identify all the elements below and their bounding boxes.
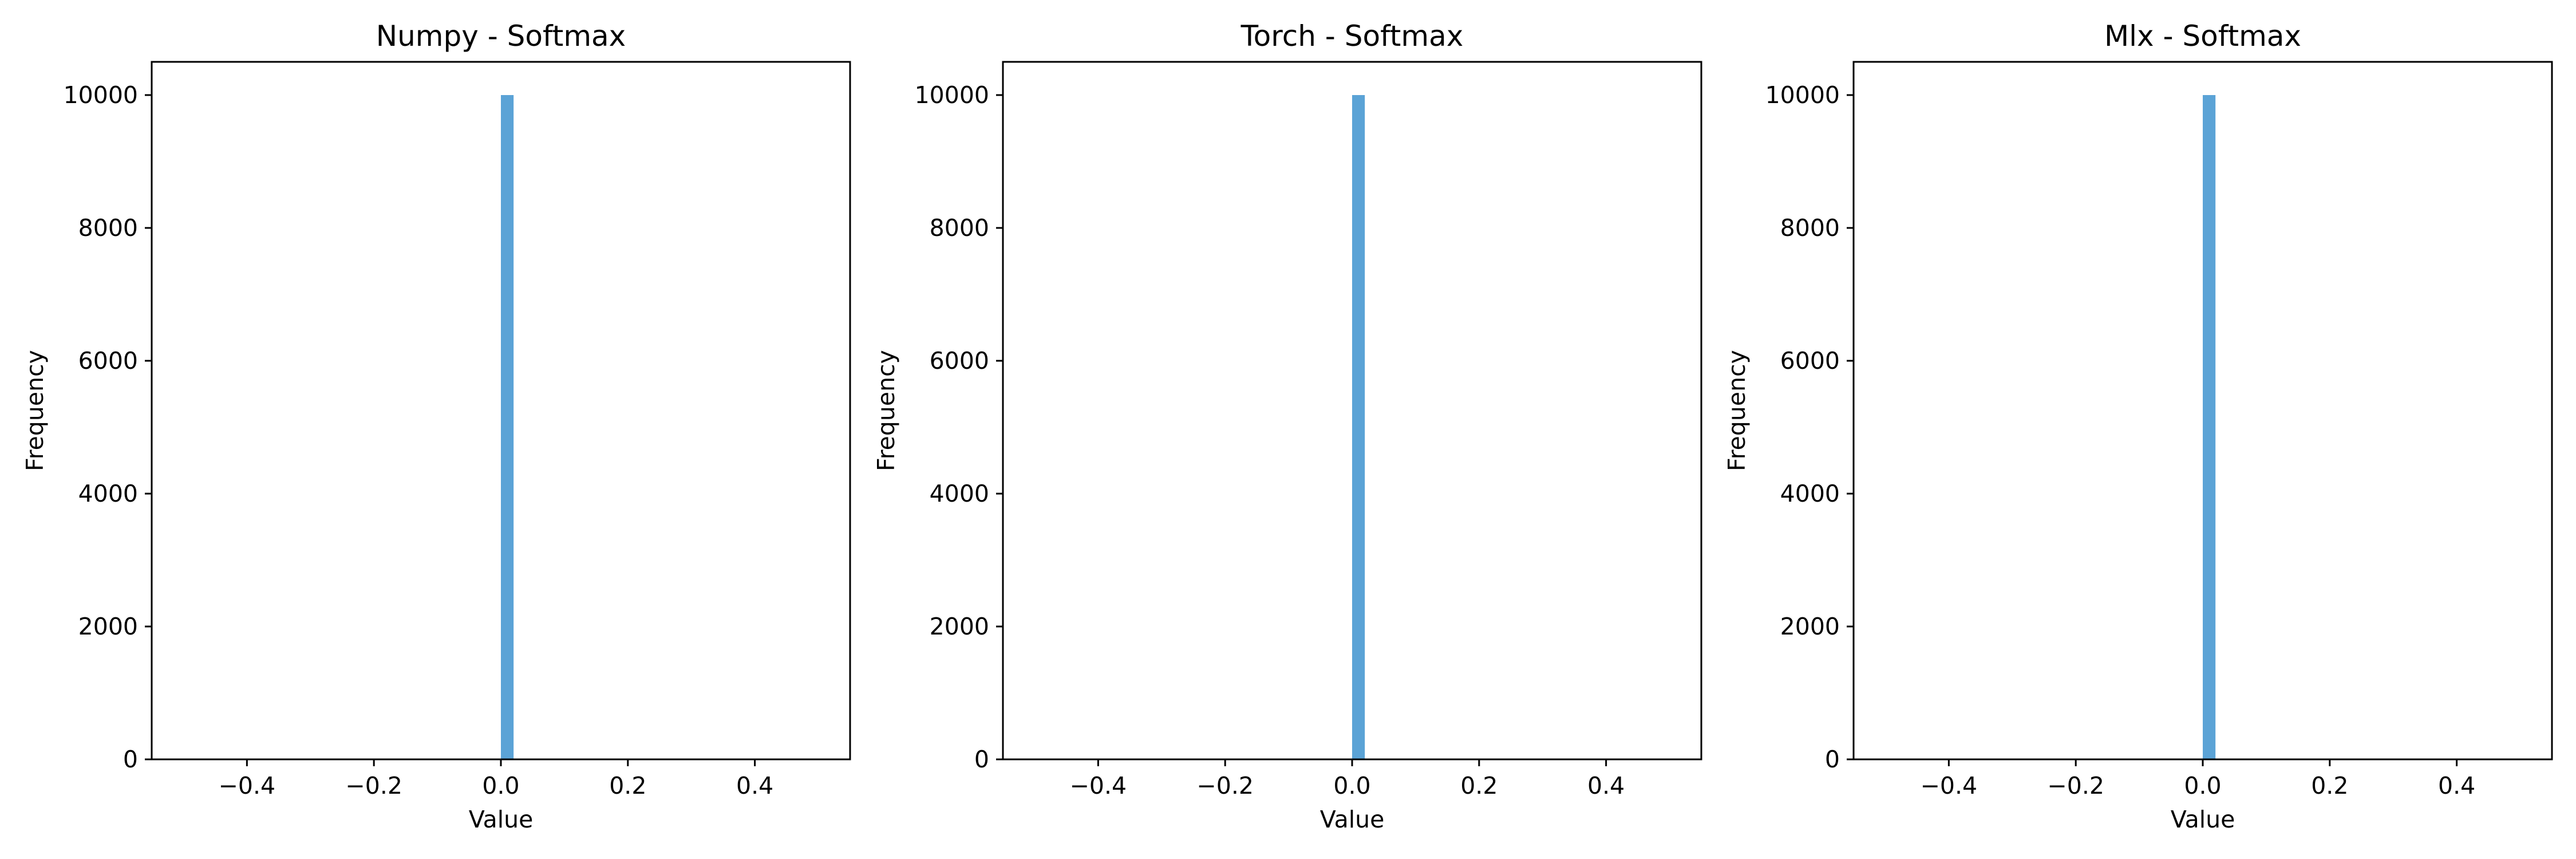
y-axis-label: Frequency xyxy=(21,350,49,471)
y-tick-label: 8000 xyxy=(1780,214,1840,242)
y-tick-label: 0 xyxy=(974,746,989,773)
x-tick-label: 0.0 xyxy=(2184,772,2221,799)
x-tick-label: 0.2 xyxy=(2311,772,2348,799)
x-tick-label: −0.2 xyxy=(345,772,402,799)
y-tick-label: 2000 xyxy=(1780,613,1840,640)
subplot-title: Numpy - Softmax xyxy=(376,19,626,53)
y-axis-label: Frequency xyxy=(1723,350,1751,471)
y-tick-label: 6000 xyxy=(78,347,138,375)
x-tick-label: −0.4 xyxy=(1070,772,1127,799)
subplot-torch: Torch - Softmax Value Frequency −0.4 −0.2… xyxy=(872,19,1702,833)
x-tick-label: 0.0 xyxy=(482,772,519,799)
y-tick-label: 4000 xyxy=(78,480,138,507)
x-axis-label: Value xyxy=(2171,806,2235,833)
y-tick-label: 0 xyxy=(1825,746,1840,773)
x-tick-label: 0.2 xyxy=(609,772,646,799)
y-axis-label: Frequency xyxy=(872,350,900,471)
x-tick-label: −0.4 xyxy=(219,772,276,799)
y-tick-label: 8000 xyxy=(930,214,989,242)
y-tick-label: 10000 xyxy=(915,81,989,109)
y-tick-label: 2000 xyxy=(930,613,989,640)
subplot-title: Torch - Softmax xyxy=(1240,19,1464,53)
x-tick-label: −0.2 xyxy=(1196,772,1254,799)
y-tick-label: 10000 xyxy=(64,81,138,109)
subplot-mlx: Mlx - Softmax Value Frequency −0.4 −0.2 0.… xyxy=(1723,19,2553,833)
y-tick-label: 2000 xyxy=(78,613,138,640)
x-tick-label: 0.4 xyxy=(736,772,773,799)
y-tick-label: 4000 xyxy=(1780,480,1840,507)
y-tick-label: 10000 xyxy=(1765,81,1840,109)
histogram-bar xyxy=(2203,95,2216,759)
y-tick-label: 8000 xyxy=(78,214,138,242)
x-axis-label: Value xyxy=(1320,806,1385,833)
x-tick-label: 0.4 xyxy=(1587,772,1625,799)
x-tick-label: 0.0 xyxy=(1333,772,1370,799)
y-tick-label: 4000 xyxy=(930,480,989,507)
y-tick-label: 6000 xyxy=(1780,347,1840,375)
x-tick-label: 0.4 xyxy=(2438,772,2475,799)
y-tick-label: 6000 xyxy=(930,347,989,375)
y-tick-label: 0 xyxy=(123,746,138,773)
subplot-numpy: Numpy - Softmax Value Frequency −0.4 −0.2… xyxy=(21,19,851,833)
x-tick-label: −0.4 xyxy=(1921,772,1978,799)
histogram-bar xyxy=(1352,95,1365,759)
x-axis-label: Value xyxy=(469,806,534,833)
x-tick-label: 0.2 xyxy=(1460,772,1498,799)
subplot-title: Mlx - Softmax xyxy=(2104,19,2301,53)
histogram-bar xyxy=(501,95,514,759)
x-tick-label: −0.2 xyxy=(2047,772,2104,799)
